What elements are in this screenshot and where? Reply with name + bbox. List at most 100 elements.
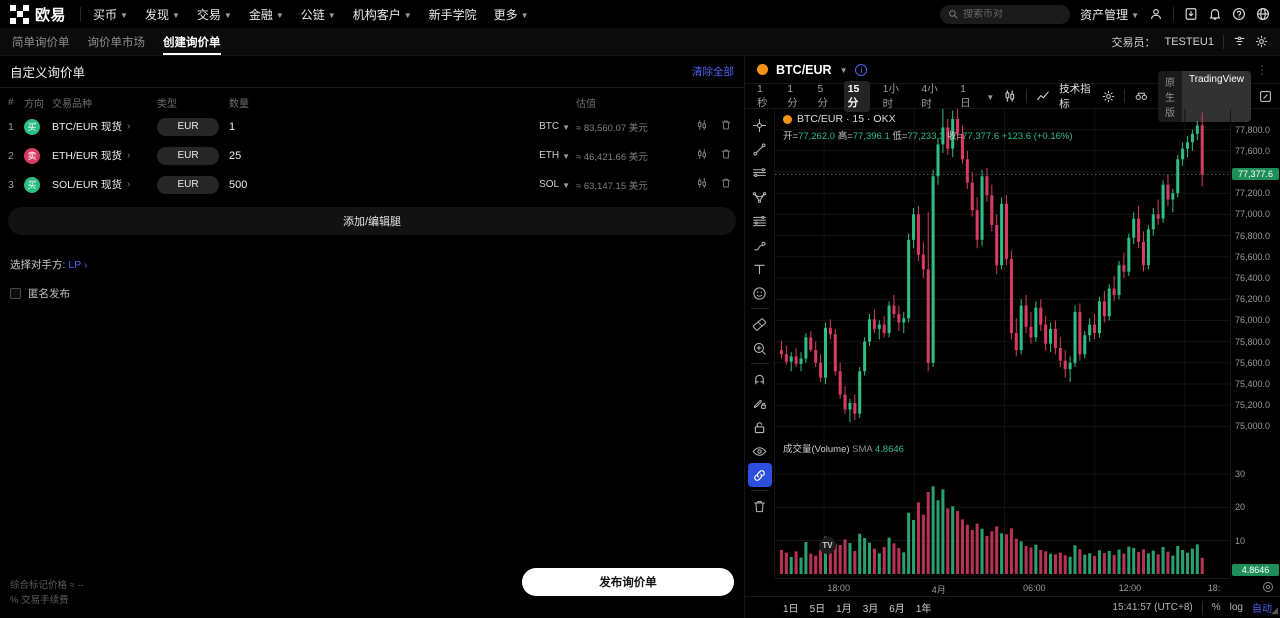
quantity-input[interactable] (229, 178, 349, 191)
download-icon[interactable] (1184, 7, 1198, 21)
instrument-selector[interactable]: SOL/EUR 现货 › (52, 177, 157, 192)
pencil-lock-icon[interactable] (748, 391, 772, 415)
candlestick-type-icon[interactable] (1003, 89, 1017, 103)
gear-icon[interactable] (1255, 35, 1268, 48)
quantity-input[interactable] (229, 120, 349, 133)
indicator-icon[interactable] (1036, 89, 1050, 103)
auto-scale-button[interactable]: 自动 (1252, 604, 1272, 615)
instrument-selector[interactable]: ETH/EUR 现货 › (52, 148, 157, 163)
horizontal-lines-icon[interactable] (748, 161, 772, 185)
timeframe-15m[interactable]: 15分 (843, 80, 870, 112)
tab-create-rfq[interactable]: 创建询价单 (163, 28, 221, 55)
range-1y[interactable]: 1年 (915, 604, 932, 615)
currency-pill[interactable]: EUR (157, 146, 219, 165)
eye-icon[interactable] (748, 439, 772, 463)
delete-icon[interactable] (720, 119, 732, 134)
brand-logo[interactable]: 欧易 (10, 4, 66, 25)
chevron-down-icon[interactable]: ▼ (839, 66, 848, 75)
chart-plot-area[interactable]: BTC/EUR · 15 · OKX 开=77,262.0 高=77,396.1… (775, 109, 1230, 578)
nav-item-asset-management[interactable]: 资产管理 ▼ (1080, 6, 1139, 23)
counterparty-value[interactable]: LP (68, 259, 81, 271)
timeframe-1h[interactable]: 1小时 (882, 83, 900, 110)
emoji-icon[interactable] (748, 281, 772, 305)
instrument-selector[interactable]: BTC/EUR 现货 › (52, 119, 157, 134)
quantity-unit-dropdown[interactable]: SOL ▼ (539, 179, 570, 190)
globe-icon[interactable] (1256, 7, 1270, 21)
fullscreen-icon[interactable] (1259, 90, 1272, 103)
brush-icon[interactable] (748, 233, 772, 257)
gear-icon[interactable] (1102, 90, 1115, 103)
info-icon[interactable]: i (855, 63, 868, 76)
range-1m[interactable]: 1月 (836, 604, 852, 615)
nav-item-more[interactable]: 更多 ▼ (494, 6, 529, 23)
search-box[interactable] (940, 4, 1071, 24)
currency-pill[interactable]: EUR (157, 117, 219, 136)
tab-rfq-market[interactable]: 询价单市场 (88, 28, 146, 55)
chevron-down-icon[interactable]: ▼ (986, 92, 995, 102)
timeframe-1d[interactable]: 1日 (960, 82, 971, 109)
range-1d[interactable]: 1日 (783, 604, 799, 615)
user-icon[interactable] (1149, 7, 1163, 21)
chart-menu-icon[interactable]: ⋮ (1256, 62, 1268, 77)
candlestick-icon[interactable] (696, 177, 708, 192)
timeframe-1m[interactable]: 1分 (787, 82, 798, 109)
magnet-icon[interactable] (748, 367, 772, 391)
fibonacci-icon[interactable] (748, 209, 772, 233)
clear-all-button[interactable]: 清除全部 (692, 66, 734, 78)
nav-item-academy[interactable]: 新手学院 (429, 6, 477, 23)
quantity-input[interactable] (229, 149, 349, 162)
lock-icon[interactable] (748, 415, 772, 439)
range-5d[interactable]: 5日 (809, 604, 826, 615)
text-icon[interactable] (748, 257, 772, 281)
side-badge-buy[interactable]: 买 (24, 176, 40, 193)
trend-line-icon[interactable] (748, 137, 772, 161)
delete-icon[interactable] (720, 148, 732, 163)
object-link-icon[interactable] (747, 463, 772, 487)
anonymous-checkbox[interactable] (10, 288, 21, 299)
quantity-unit-label: SOL (539, 179, 560, 190)
toolbar-divider (750, 490, 769, 491)
percent-scale-button[interactable]: % (1211, 602, 1221, 613)
range-6m[interactable]: 6月 (889, 604, 905, 615)
candlestick-icon[interactable] (696, 119, 708, 134)
bell-icon[interactable] (1208, 7, 1222, 21)
candlestick-icon[interactable] (696, 148, 708, 163)
pitchfork-icon[interactable] (748, 185, 772, 209)
view-option-tradingview[interactable]: TradingView (1181, 70, 1251, 122)
filter-icon[interactable] (1233, 35, 1246, 48)
time-axis[interactable]: 18:00 4月 06:00 12:00 18: (775, 578, 1273, 596)
resize-grip[interactable]: ◢ (1271, 605, 1278, 615)
currency-pill[interactable]: EUR (157, 175, 219, 194)
view-option-native[interactable]: 原生版 (1164, 77, 1175, 119)
instrument-name: SOL/EUR 现货 (52, 179, 123, 191)
quantity-unit-dropdown[interactable]: ETH ▼ (539, 150, 570, 161)
range-3m[interactable]: 3月 (862, 604, 879, 615)
side-badge-buy[interactable]: 买 (24, 118, 40, 135)
side-badge-sell[interactable]: 卖 (24, 147, 40, 164)
crosshair-icon[interactable] (748, 113, 772, 137)
publish-rfq-button[interactable]: 发布询价单 (522, 568, 734, 596)
nav-item-institutional[interactable]: 机构客户 ▼ (353, 6, 412, 23)
price-axis[interactable]: 77,800.077,600.077,400.077,200.077,000.0… (1230, 109, 1280, 578)
axis-settings-icon[interactable] (1262, 581, 1274, 596)
technical-indicators-button[interactable]: 技术指标 (1059, 83, 1091, 110)
help-icon[interactable] (1232, 7, 1246, 21)
delete-icon[interactable] (720, 177, 732, 192)
search-input[interactable] (963, 8, 1063, 20)
tab-simple-rfq[interactable]: 简单询价单 (12, 28, 70, 55)
timeframe-5m[interactable]: 5分 (817, 82, 828, 109)
nav-item-discover[interactable]: 发现 ▼ (145, 6, 180, 23)
ruler-icon[interactable] (748, 312, 772, 336)
nav-item-buy-crypto[interactable]: 买币 ▼ (93, 6, 128, 23)
delete-icon[interactable] (748, 494, 772, 518)
nav-item-trade[interactable]: 交易 ▼ (197, 6, 232, 23)
nav-item-finance[interactable]: 金融 ▼ (249, 6, 284, 23)
log-scale-button[interactable]: log (1229, 602, 1243, 613)
compare-icon[interactable] (1134, 90, 1149, 103)
timeframe-1s[interactable]: 1秒 (757, 82, 768, 109)
nav-item-chain[interactable]: 公链 ▼ (301, 6, 336, 23)
timeframe-4h[interactable]: 4小时 (921, 83, 938, 110)
zoom-icon[interactable] (748, 336, 772, 360)
quantity-unit-dropdown[interactable]: BTC ▼ (539, 121, 570, 132)
add-edit-leg-button[interactable]: 添加/编辑腿 (8, 207, 736, 235)
